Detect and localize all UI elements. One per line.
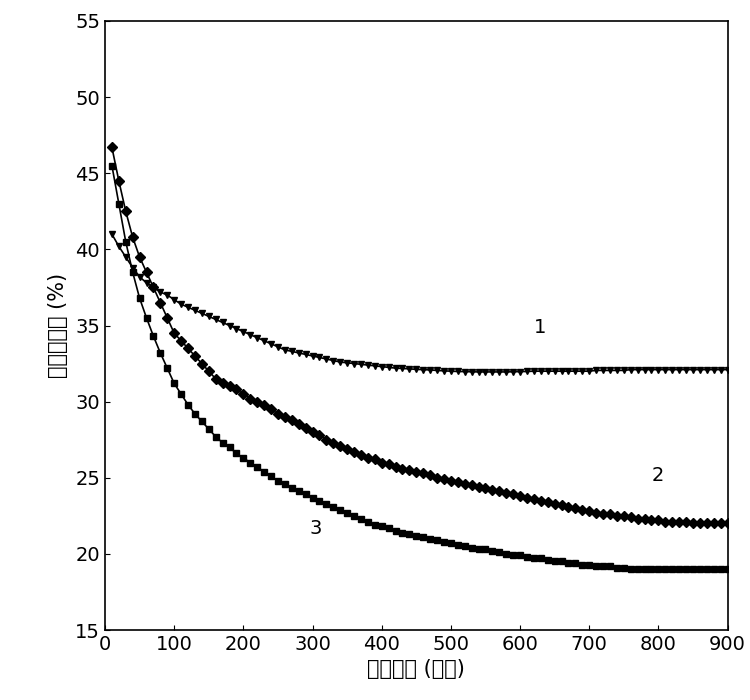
Y-axis label: 丙烷转化率 (%): 丙烷转化率 (%) [48, 273, 68, 378]
Text: 3: 3 [309, 519, 322, 538]
X-axis label: 反应时间 (分钟): 反应时间 (分钟) [368, 659, 465, 680]
Text: 1: 1 [534, 318, 546, 337]
Text: 2: 2 [652, 466, 664, 485]
